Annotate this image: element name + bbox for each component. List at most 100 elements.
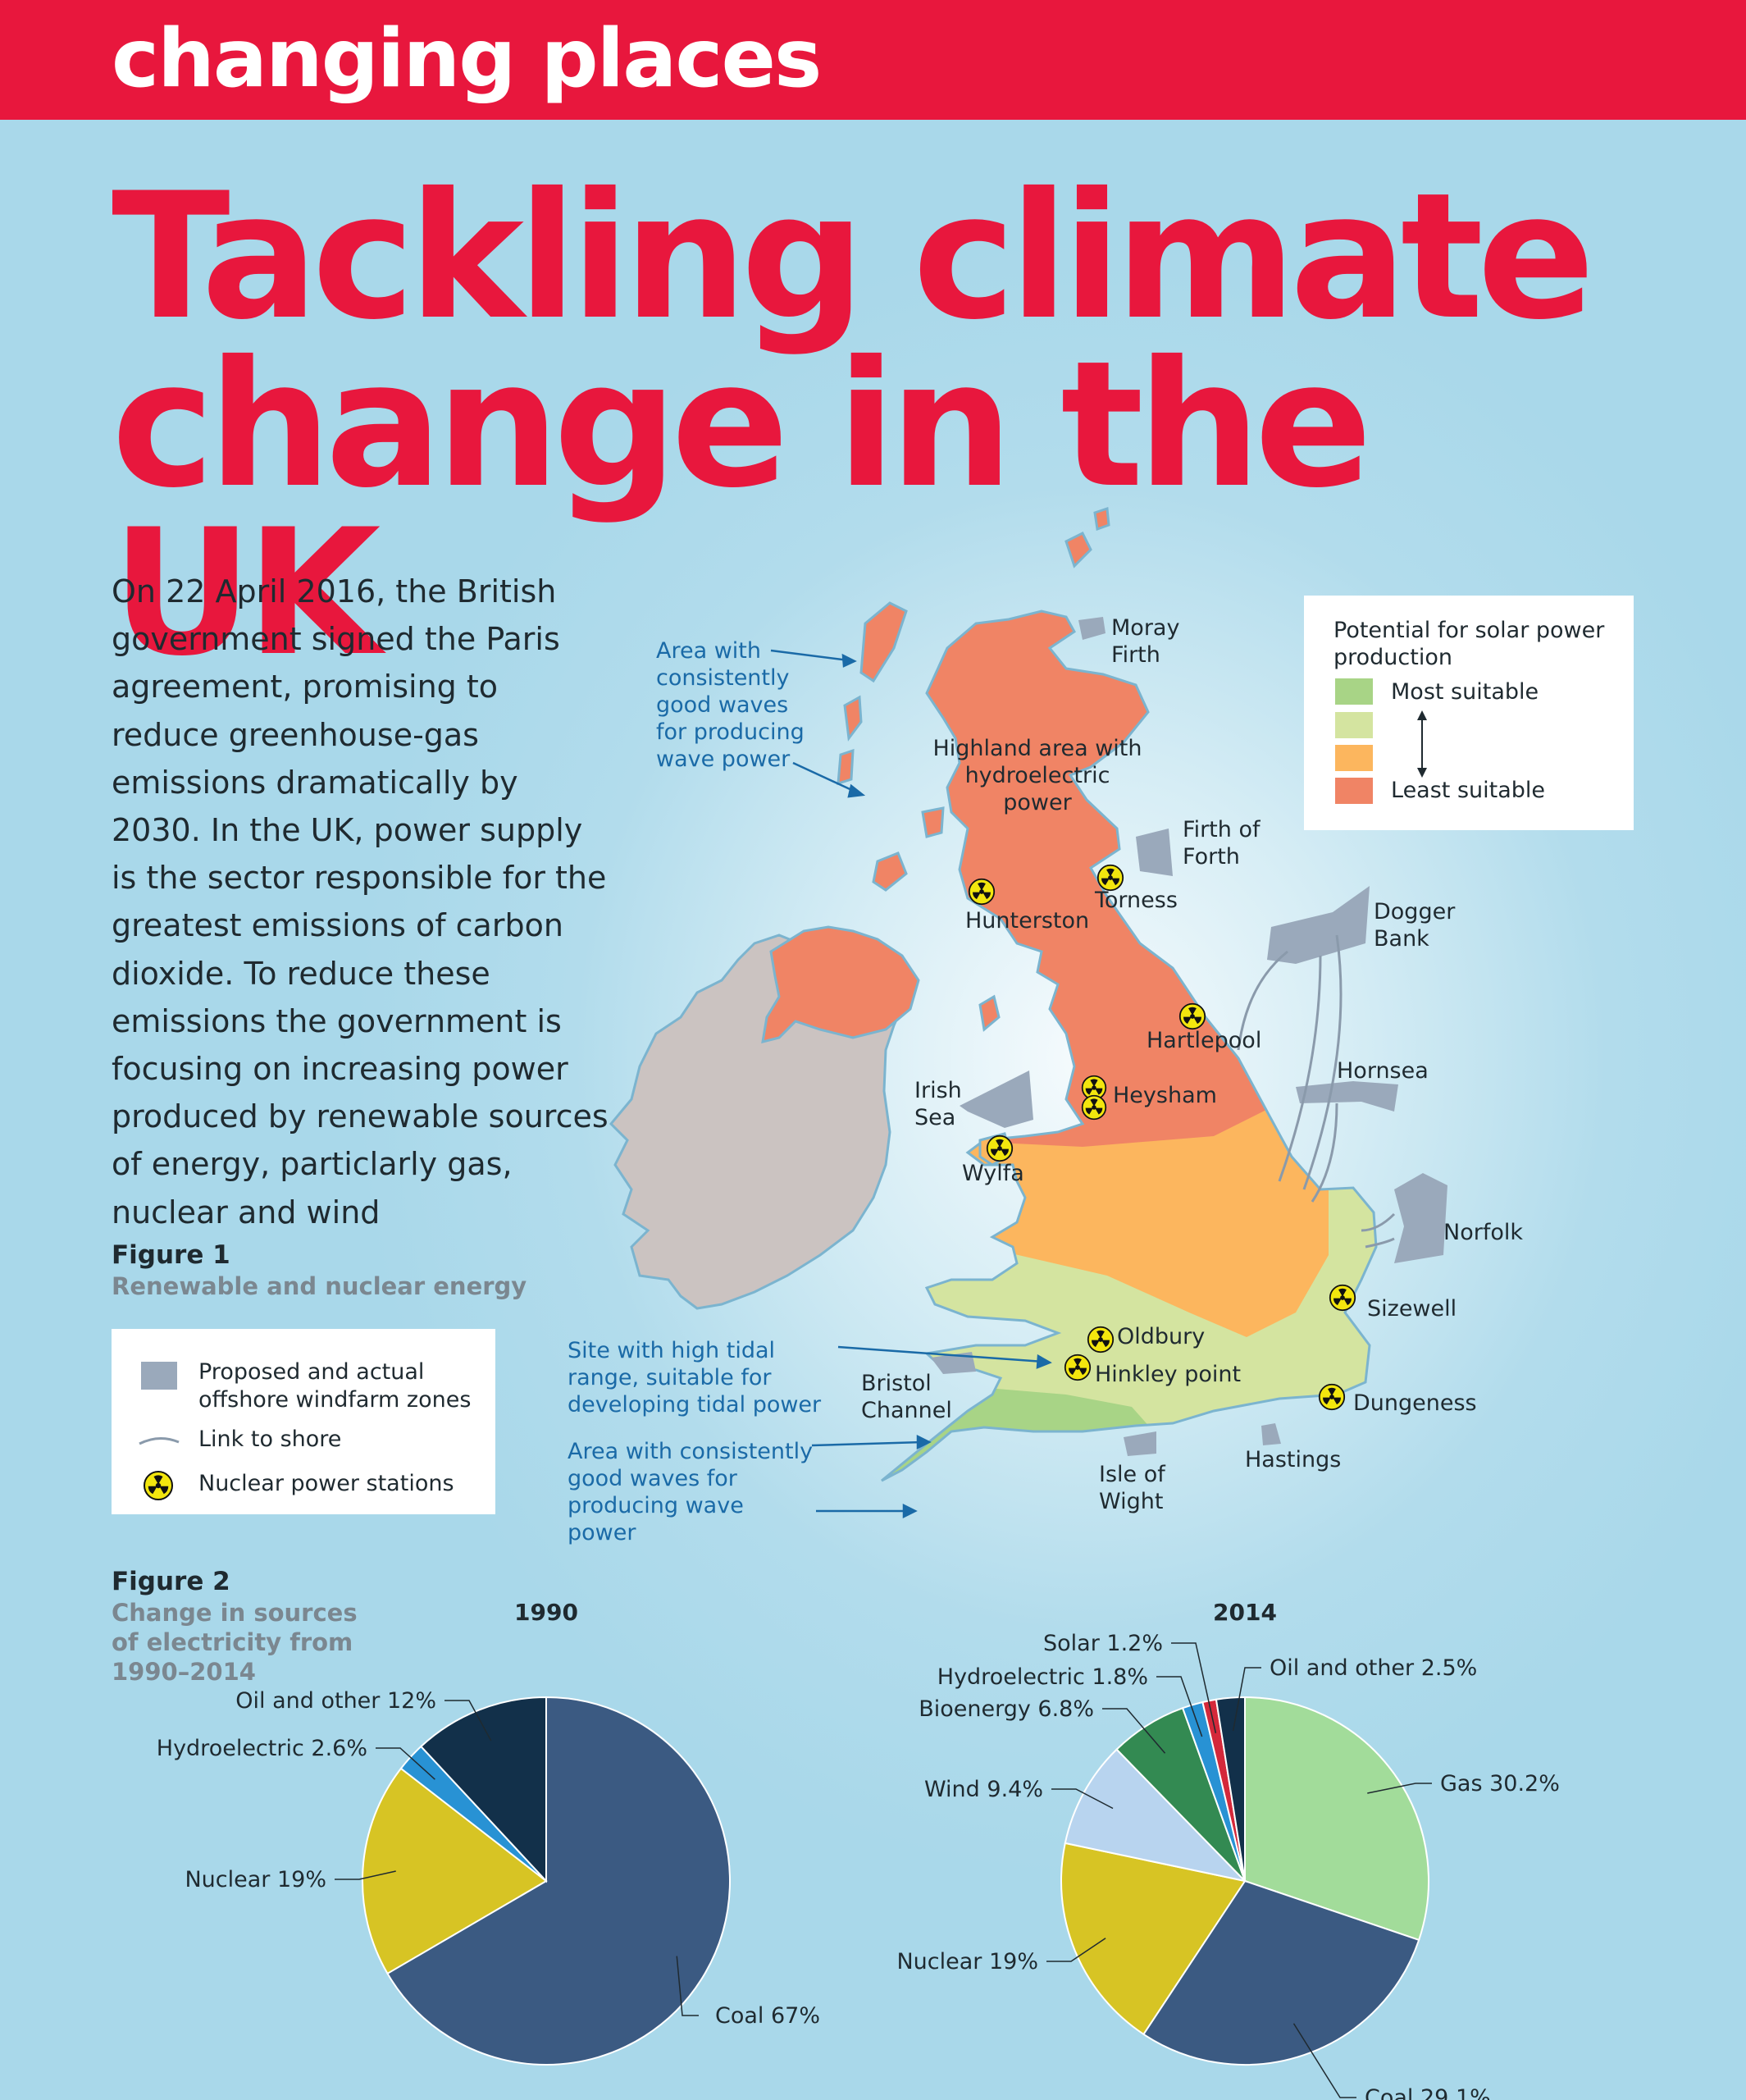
pie-slice-1990-0 xyxy=(386,1696,731,2066)
windfarm-norfolk xyxy=(1394,1173,1447,1263)
station-oldbury-label: Oldbury xyxy=(1117,1324,1206,1349)
pie-leader-1990-3 xyxy=(444,1700,492,1742)
station-hunterston-icon xyxy=(968,878,996,906)
pie-leader-2014-0 xyxy=(1367,1783,1432,1794)
map-legend: Proposed and actual offshore windfarm zo… xyxy=(112,1329,495,1514)
pie-leader-2014-7 xyxy=(1232,1667,1261,1732)
station-hartlepool-label: Hartlepool xyxy=(1147,1028,1262,1053)
place-norfolk: Norfolk xyxy=(1443,1220,1523,1245)
station-heysham-label: Heysham xyxy=(1113,1083,1217,1108)
pie-slice-2014-1 xyxy=(1142,1879,1420,2066)
pie-label-2014-0: Gas 30.2% xyxy=(1440,1771,1560,1796)
station-dungeness-label: Dungeness xyxy=(1353,1390,1477,1416)
place-dogger-bank: Dogger Bank xyxy=(1374,899,1456,952)
pie-leader-2014-5 xyxy=(1156,1676,1203,1737)
pie-leader-2014-4 xyxy=(1102,1708,1166,1754)
station-hartlepool-icon xyxy=(1178,1002,1206,1030)
windfarm-dogger xyxy=(1267,886,1370,964)
figure2-subtitle: Change in sources of electricity from 19… xyxy=(112,1599,358,1686)
station-dungeness-icon xyxy=(1318,1383,1346,1411)
legend-link-label: Link to shore xyxy=(198,1427,342,1452)
pie-leader-2014-1 xyxy=(1292,2023,1356,2098)
northern-ireland xyxy=(761,925,920,1044)
pie-label-2014-6: Solar 1.2% xyxy=(1043,1631,1163,1656)
windfarm-zones xyxy=(931,617,1447,1456)
swatch-most xyxy=(1335,678,1373,705)
windfarm-bristol xyxy=(931,1352,976,1374)
windfarm-forth xyxy=(1136,829,1173,876)
station-wylfa-label: Wylfa xyxy=(962,1161,1024,1186)
title-line-1: Tackling climate xyxy=(112,155,1595,358)
place-irish-sea: Irish Sea xyxy=(914,1078,962,1130)
station-hunterston-label: Hunterston xyxy=(965,908,1090,934)
pie-label-2014-1: Coal 29.1% xyxy=(1365,2085,1491,2100)
station-wylfa-icon xyxy=(986,1134,1014,1162)
pie-charts: 1990 Coal 67% Nuclear 19% Hydroelectric 2.6… xyxy=(157,1599,1560,2100)
figure1-subtitle: Renewable and nuclear energy xyxy=(112,1272,527,1300)
page-title: Tackling climate change in the UK xyxy=(112,155,1670,694)
orkney-islands xyxy=(1064,506,1110,568)
pie-label-1990-3: Oil and other 12% xyxy=(235,1688,436,1714)
hebrides-islands xyxy=(837,601,908,786)
isle-of-man xyxy=(978,994,1001,1032)
pie-leader-1990-2 xyxy=(376,1747,435,1780)
pie-leader-1990-0 xyxy=(676,1956,699,2016)
place-moray-firth: Moray Firth xyxy=(1111,615,1180,668)
pie-label-2014-2: Nuclear 19% xyxy=(896,1949,1038,1974)
solar-legend-title: Potential for solar power production xyxy=(1333,618,1605,670)
highland-hydro-label: Highland area with hydroelectric power xyxy=(932,736,1142,815)
pie-title-1990: 1990 xyxy=(514,1599,578,1626)
pie-leader-2014-2 xyxy=(1046,1938,1106,1962)
windfarm-moray xyxy=(1078,617,1105,640)
pie-slice-2014-0 xyxy=(1244,1696,1429,1942)
solar-least-label: Least suitable xyxy=(1391,778,1546,803)
station-hinkley-label: Hinkley point xyxy=(1095,1362,1242,1387)
place-hornsea: Hornsea xyxy=(1337,1058,1429,1084)
pie-leader-1990-1 xyxy=(335,1870,396,1880)
figure1-title: Figure 1 xyxy=(112,1240,230,1270)
legend-link: Link to shore xyxy=(112,1426,495,1459)
pie-label-1990-2: Hydroelectric 2.6% xyxy=(157,1736,367,1761)
intro-paragraph: On 22 April 2016, the British government… xyxy=(112,573,609,1230)
legend-windfarm: Proposed and actual offshore windfarm zo… xyxy=(112,1358,495,1416)
station-heysham-icon-2 xyxy=(1081,1094,1107,1121)
place-hastings: Hastings xyxy=(1245,1447,1342,1472)
wave-area-north-label: Area with consistently good waves for pr… xyxy=(656,638,805,772)
station-oldbury-icon xyxy=(1087,1326,1115,1354)
legend-nuclear: Nuclear power stations xyxy=(112,1470,495,1503)
windfarm-hornsea xyxy=(1296,1081,1398,1112)
title-line-2: change in the UK xyxy=(112,323,1372,694)
pie-leader-2014-3 xyxy=(1051,1788,1114,1810)
pie-leader-2014-6 xyxy=(1171,1642,1217,1733)
windfarm-hastings xyxy=(1261,1423,1281,1445)
pie-label-2014-3: Wind 9.4% xyxy=(924,1777,1043,1802)
swatch-3 xyxy=(1335,745,1373,771)
place-bristol-channel: Bristol Channel xyxy=(861,1371,952,1423)
windfarm-irish-sea xyxy=(960,1071,1033,1128)
inner-islands xyxy=(872,806,945,892)
pie-slice-2014-7 xyxy=(1215,1696,1246,1882)
legend-nuclear-label: Nuclear power stations xyxy=(198,1471,454,1496)
uk-map xyxy=(609,506,1447,1519)
nuclear-icon xyxy=(144,1471,173,1500)
windfarm-swatch xyxy=(141,1362,177,1390)
tidal-site-label: Site with high tidal range, suitable for… xyxy=(568,1338,822,1418)
station-sizewell-label: Sizewell xyxy=(1367,1296,1457,1322)
pie-slice-1990-3 xyxy=(419,1696,547,1883)
station-torness-label: Torness xyxy=(1095,888,1178,913)
swatch-least xyxy=(1335,778,1373,804)
place-isle-of-wight: Isle of Wight xyxy=(1099,1462,1165,1514)
section-label: changing places xyxy=(112,12,822,106)
pie-label-2014-7: Oil and other 2.5% xyxy=(1270,1655,1477,1681)
double-arrow-icon xyxy=(1417,710,1427,778)
station-hinkley-icon xyxy=(1064,1354,1092,1381)
windfarm-wight xyxy=(1124,1431,1156,1456)
pie-slice-2014-3 xyxy=(1064,1748,1248,1883)
pie-label-1990-1: Nuclear 19% xyxy=(185,1867,326,1892)
solar-potential-legend: Potential for solar power production Mos… xyxy=(1304,596,1634,830)
figure2-title: Figure 2 xyxy=(112,1567,230,1596)
pie-slice-2014-2 xyxy=(1060,1842,1247,2036)
pie-slice-1990-1 xyxy=(362,1767,548,1975)
swatch-2 xyxy=(1335,712,1373,738)
pie-label-2014-5: Hydroelectric 1.8% xyxy=(937,1664,1148,1690)
